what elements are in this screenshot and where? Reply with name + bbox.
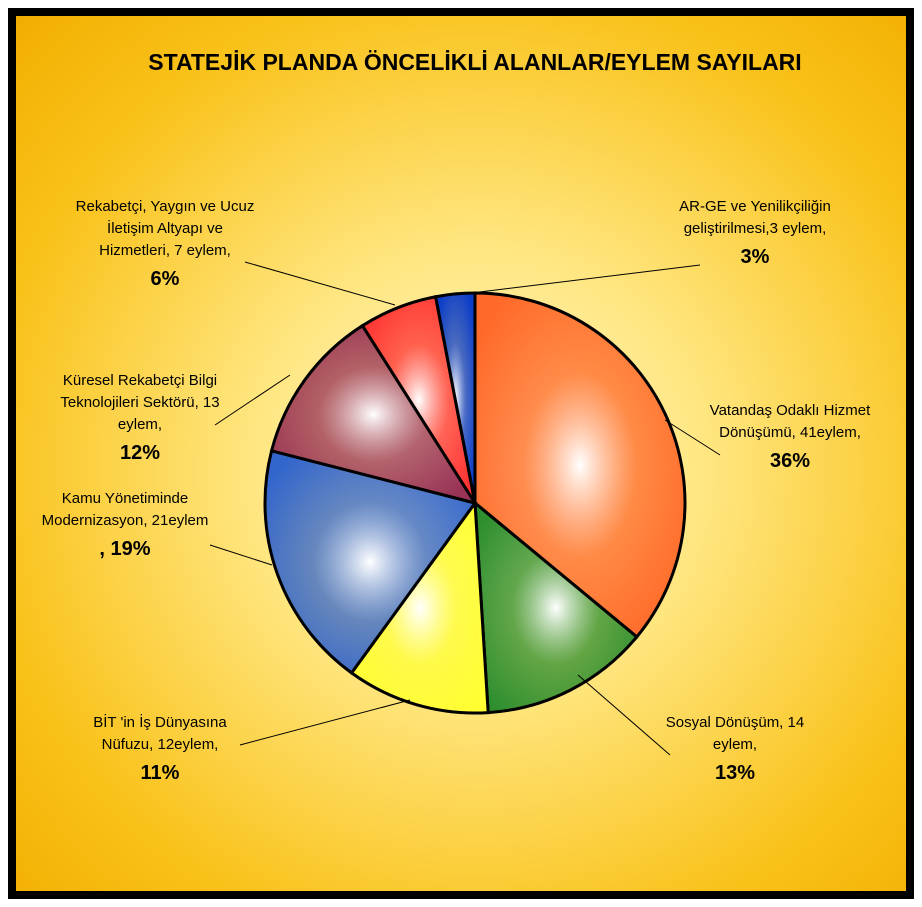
slice-label: Kamu Yönetiminde Modernizasyon, 21eylem,… bbox=[35, 488, 215, 560]
pie-slice bbox=[473, 499, 639, 715]
category-label: BİT 'in İş Dünyasına Nüfuzu, 12eylem, bbox=[93, 714, 227, 753]
chart-title: STATEJİK PLANDA ÖNCELİKLİ ALANLAR/EYLEM … bbox=[148, 49, 802, 75]
percent-label: , 19% bbox=[99, 538, 151, 560]
category-label: Vatandaş Odaklı Hizmet Dönüşümü, 41eylem… bbox=[709, 402, 871, 441]
slice-label: BİT 'in İş Dünyasına Nüfuzu, 12eylem, 11% bbox=[70, 712, 250, 784]
leader-line bbox=[209, 544, 273, 566]
pie-slice bbox=[349, 498, 490, 715]
percent-label: 36% bbox=[769, 450, 811, 472]
category-label: Küresel Rekabetçi Bilgi Teknolojileri Se… bbox=[60, 372, 220, 433]
category-label: Rekabetçi, Yaygın ve Ucuz İletişim Altya… bbox=[75, 198, 255, 259]
pie-slice bbox=[269, 323, 479, 506]
percent-label: 12% bbox=[119, 442, 161, 464]
percent-label: 11% bbox=[140, 762, 180, 784]
pie-slice bbox=[263, 448, 478, 675]
leader-line bbox=[239, 699, 411, 746]
leader-line bbox=[244, 261, 396, 306]
slice-label: Küresel Rekabetçi Bilgi Teknolojileri Se… bbox=[50, 370, 230, 464]
leader-line bbox=[454, 264, 701, 296]
percent-label: 13% bbox=[714, 762, 756, 784]
leader-line bbox=[577, 674, 671, 756]
category-label: Sosyal Dönüşüm, 14 eylem, bbox=[665, 714, 805, 753]
percent-label: 3% bbox=[740, 246, 770, 268]
slice-label: Vatandaş Odaklı Hizmet Dönüşümü, 41eylem… bbox=[700, 400, 880, 472]
percent-label: 6% bbox=[150, 268, 180, 290]
pie-slice bbox=[473, 291, 687, 639]
slice-label: Rekabetçi, Yaygın ve Ucuz İletişim Altya… bbox=[75, 196, 255, 290]
slice-label: AR-GE ve Yenilikçiliğin geliştirilmesi,3… bbox=[665, 196, 845, 268]
category-label: Kamu Yönetiminde Modernizasyon, 21eylem bbox=[41, 490, 209, 529]
category-label: AR-GE ve Yenilikçiliğin geliştirilmesi,3… bbox=[679, 198, 831, 237]
leader-line bbox=[664, 419, 721, 456]
slice-label: Sosyal Dönüşüm, 14 eylem, 13% bbox=[645, 712, 825, 784]
leader-line bbox=[214, 374, 291, 426]
